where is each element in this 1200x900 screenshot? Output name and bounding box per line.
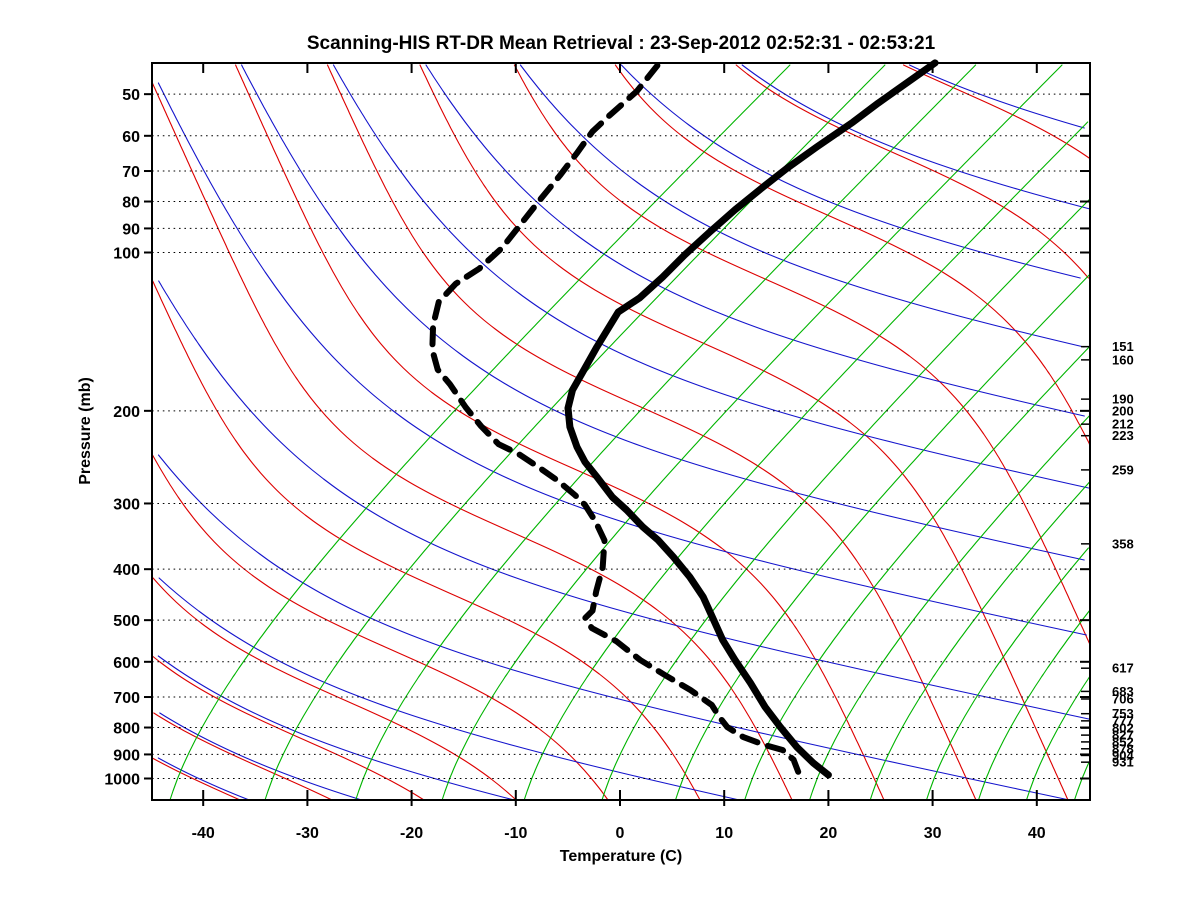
retrieval-level-label: 802	[1112, 721, 1134, 736]
pressure-tick-label: 300	[113, 496, 140, 513]
retrieval-level-label: 683	[1112, 684, 1134, 699]
pressure-tick-label: 700	[113, 690, 140, 707]
pressure-tick-label: 100	[113, 246, 140, 263]
retrieval-level-label: 904	[1112, 748, 1134, 763]
pressure-tick-label: 500	[113, 613, 140, 630]
retrieval-level-label: 706	[1112, 691, 1134, 706]
retrieval-level-label: 160	[1112, 352, 1134, 367]
pressure-gridlines	[152, 93, 1090, 779]
pressure-tick-label: 90	[122, 221, 140, 238]
plot-title: Scanning-HIS RT-DR Mean Retrieval : 23-S…	[307, 33, 936, 54]
background-isoline-mesh	[151, 64, 1091, 801]
retrieval-level-label: 190	[1112, 392, 1134, 407]
pressure-tick-label: 600	[113, 655, 140, 672]
x-tick-label: 40	[1028, 825, 1046, 842]
retrieval-level-label: 777	[1112, 713, 1134, 728]
pressure-tick-label: 800	[113, 721, 140, 738]
retrieval-level-label: 878	[1112, 741, 1134, 756]
x-tick-label: 30	[924, 825, 942, 842]
y-axis-title: Pressure (mb)	[77, 377, 94, 485]
pressure-tick-label: 1000	[104, 772, 140, 789]
retrieval-level-label: 931	[1112, 755, 1134, 770]
retrieval-level-label: 151	[1112, 339, 1134, 354]
x-tick-label: -10	[504, 825, 527, 842]
retrieval-level-label: 212	[1112, 417, 1134, 432]
pressure-tick-label: 70	[122, 164, 140, 181]
x-axis-title: Temperature (C)	[560, 848, 682, 865]
x-tick-label: -30	[296, 825, 319, 842]
retrieval-level-label: 259	[1112, 462, 1134, 477]
pressure-tick-label: 400	[113, 562, 140, 579]
retrieval-level-label: 852	[1112, 734, 1134, 749]
pressure-tick-label: 900	[113, 747, 140, 764]
pressure-tick-label: 60	[122, 129, 140, 146]
retrieval-level-label: 200	[1112, 403, 1134, 418]
pressure-tick-label: 80	[122, 195, 140, 212]
x-tick-label: 10	[715, 825, 733, 842]
retrieval-level-label: 358	[1112, 536, 1134, 551]
retrieval-level-label: 617	[1112, 661, 1134, 676]
pressure-tick-label: 200	[113, 404, 140, 421]
retrieval-level-label: 223	[1112, 428, 1134, 443]
plot-frame-and-ticks	[144, 62, 1091, 806]
retrieval-level-label: 827	[1112, 728, 1134, 743]
sounding-profiles	[429, 59, 939, 779]
tick-labels: -40 -30 -20 -10 0 10 20 30 40 50 60 70 80 90 100 200 300…	[104, 87, 1134, 842]
x-tick-label: -20	[400, 825, 423, 842]
retrieval-level-label: 753	[1112, 706, 1134, 721]
pressure-tick-label: 50	[122, 87, 140, 104]
x-tick-label: -40	[192, 825, 215, 842]
x-tick-label: 0	[616, 825, 625, 842]
x-tick-label: 20	[820, 825, 838, 842]
